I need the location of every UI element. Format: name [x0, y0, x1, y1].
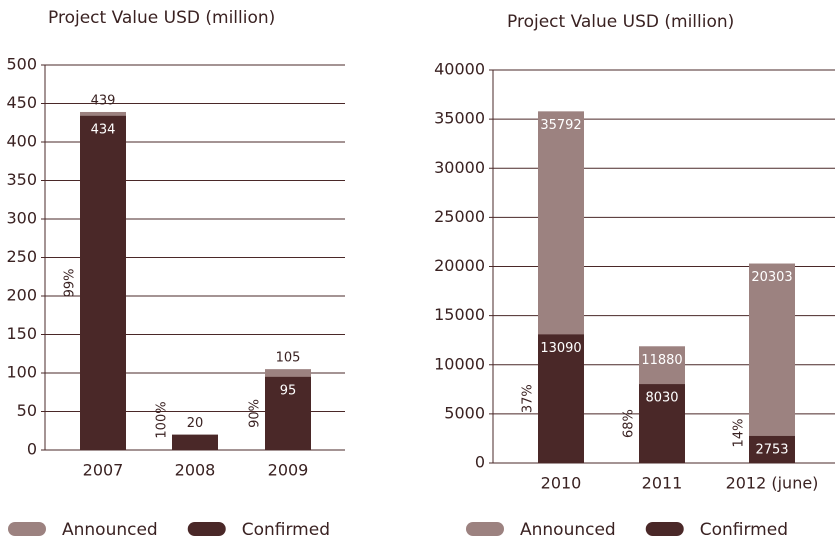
- y-tick-label: 5000: [444, 403, 485, 422]
- value-label: 35792: [540, 118, 581, 133]
- y-tick-label: 500: [6, 55, 37, 74]
- y-tick-label: 150: [6, 324, 37, 343]
- value-label: 8030: [645, 391, 678, 406]
- percent-label: 14%: [732, 419, 747, 448]
- y-tick-label: 100: [6, 363, 37, 382]
- value-label: 13090: [540, 341, 581, 356]
- x-tick-label: 2011: [642, 474, 683, 493]
- y-tick-label: 15000: [434, 305, 485, 324]
- x-tick-label: 2009: [268, 461, 309, 480]
- value-label: 20: [187, 416, 204, 431]
- legend-label: Announced: [520, 520, 616, 540]
- value-label: 95: [280, 383, 297, 398]
- x-tick-label: 2007: [83, 461, 124, 480]
- y-tick-label: 40000: [434, 60, 485, 79]
- y-tick-label: 50: [17, 401, 37, 420]
- value-label: 2753: [755, 442, 788, 457]
- percent-label: 68%: [622, 409, 637, 438]
- legend-swatch: [8, 522, 46, 536]
- y-tick-label: 20000: [434, 256, 485, 275]
- y-tick-label: 0: [27, 440, 37, 459]
- legend-swatch: [645, 522, 684, 536]
- y-tick-label: 250: [6, 247, 37, 266]
- bar-confirmed: [538, 334, 584, 463]
- legend-label: Confirmed: [700, 520, 788, 540]
- percent-label: 90%: [248, 399, 263, 428]
- bar-confirmed: [80, 115, 126, 450]
- y-tick-label: 35000: [434, 109, 485, 128]
- y-tick-label: 10000: [434, 354, 485, 373]
- bar-confirmed: [265, 376, 311, 450]
- y-tick-label: 300: [6, 209, 37, 228]
- value-label: 439: [91, 93, 116, 108]
- chart-title: Project Value USD (million): [48, 8, 275, 28]
- legend-label: Announced: [62, 520, 158, 540]
- percent-label: 37%: [521, 384, 536, 413]
- percent-label: 99%: [63, 268, 78, 297]
- y-tick-label: 400: [6, 132, 37, 151]
- y-tick-label: 30000: [434, 158, 485, 177]
- bar-confirmed: [639, 384, 685, 463]
- y-tick-label: 200: [6, 286, 37, 305]
- legend-swatch: [187, 522, 226, 536]
- chart-title: Project Value USD (million): [507, 12, 734, 32]
- x-tick-label: 2010: [541, 474, 582, 493]
- legend-swatch: [466, 522, 504, 536]
- value-label: 11880: [641, 353, 682, 368]
- value-label: 20303: [751, 270, 792, 285]
- x-tick-label: 2012 (june): [726, 474, 819, 493]
- value-label: 434: [91, 122, 116, 137]
- y-tick-label: 25000: [434, 207, 485, 226]
- value-label: 105: [276, 351, 301, 366]
- bar-confirmed: [172, 434, 218, 450]
- x-tick-label: 2008: [175, 461, 216, 480]
- y-tick-label: 350: [6, 170, 37, 189]
- bar-announced: [749, 263, 795, 463]
- y-tick-label: 450: [6, 93, 37, 112]
- legend-label: Confirmed: [242, 520, 330, 540]
- y-tick-label: 0: [475, 453, 485, 472]
- bar-confirmed: [749, 435, 795, 463]
- percent-label: 100%: [155, 401, 170, 438]
